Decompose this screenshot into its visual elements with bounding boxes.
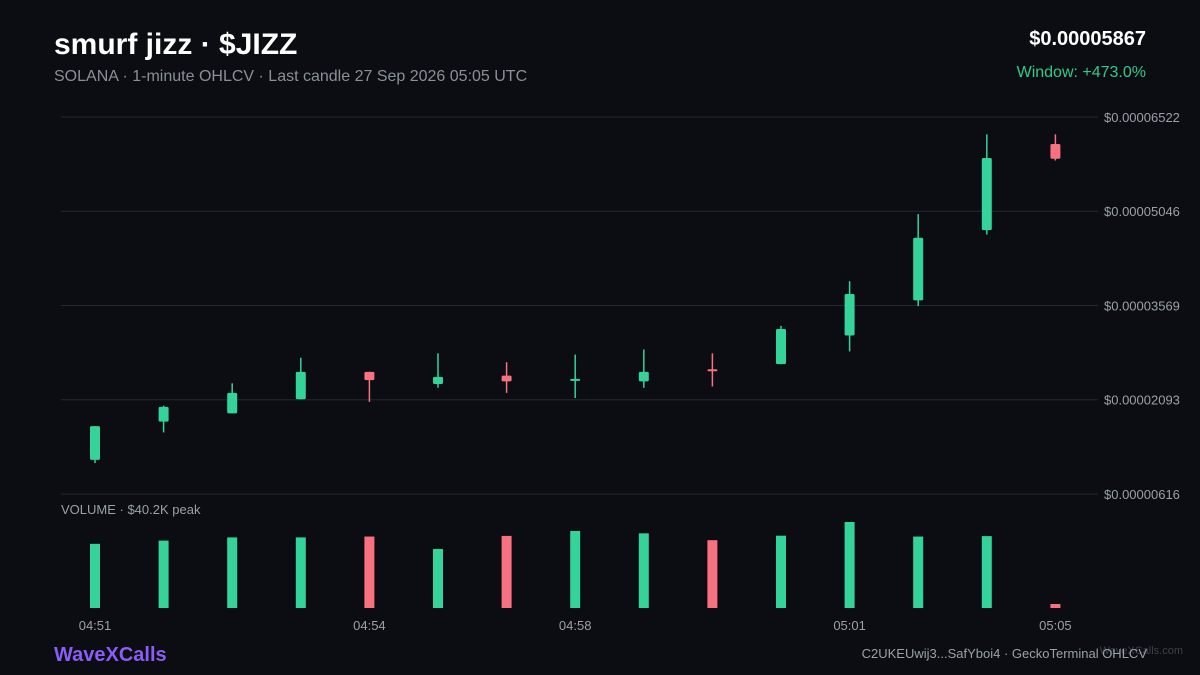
watermark: WaveXCalls.com xyxy=(1099,645,1183,657)
volume-bar xyxy=(1050,604,1061,608)
candle-body xyxy=(981,157,992,231)
x-tick-label: 04:58 xyxy=(559,618,592,633)
volume-bar xyxy=(981,536,992,608)
volume-bar xyxy=(295,537,306,608)
x-tick-label: 05:01 xyxy=(833,618,866,633)
volume-bar xyxy=(364,536,375,608)
volume-bar xyxy=(570,530,581,608)
volume-bar xyxy=(844,522,855,608)
candle-body xyxy=(227,392,238,414)
x-tick-label: 04:54 xyxy=(353,618,386,633)
candle-body xyxy=(844,293,855,336)
candle-body xyxy=(433,376,443,384)
data-source: C2UKEUwij3...SafYboi4 · GeckoTerminal OH… xyxy=(861,646,1147,661)
candle-body xyxy=(501,375,512,382)
volume-bar xyxy=(707,540,718,608)
volume-bar xyxy=(227,537,238,608)
window-change: Window: +473.0% xyxy=(1016,64,1146,81)
y-tick-label: $0.00003569 xyxy=(1104,299,1180,314)
candle-body xyxy=(295,371,306,400)
volume-bars xyxy=(90,522,1061,608)
volume-bar xyxy=(913,536,924,608)
candle-body xyxy=(1050,143,1061,159)
volume-bar xyxy=(501,535,512,608)
y-tick-label: $0.00005046 xyxy=(1104,204,1180,219)
candle-body xyxy=(570,378,581,381)
candle-body xyxy=(913,237,924,301)
current-price: $0.00005867 xyxy=(1029,28,1146,50)
grid xyxy=(61,116,1098,495)
candle-body xyxy=(364,371,375,381)
y-tick-label: $0.00006522 xyxy=(1104,110,1180,125)
y-axis: $0.00006522 $0.00005046 $0.00003569 $0.0000… xyxy=(1104,110,1180,502)
candle-body xyxy=(90,426,100,460)
candle-body xyxy=(158,406,169,422)
chart-title: smurf jizz · $JIZZ xyxy=(54,28,298,61)
y-tick-label: $0.00000616 xyxy=(1104,487,1180,502)
candle-body xyxy=(638,371,649,382)
candle-body xyxy=(776,329,786,365)
x-tick-label: 04:51 xyxy=(79,618,112,633)
volume-bar xyxy=(638,533,649,608)
volume-bar xyxy=(90,543,100,608)
volume-label: VOLUME · $40.2K peak xyxy=(61,502,201,517)
volume-bar xyxy=(776,535,786,608)
brand-logo: WaveXCalls xyxy=(54,644,167,666)
chart-subtitle: SOLANA · 1-minute OHLCV · Last candle 27… xyxy=(54,68,528,85)
x-tick-label: 05:05 xyxy=(1039,618,1072,633)
x-axis: 04:51 04:54 04:58 05:01 05:05 xyxy=(79,618,1072,633)
candles xyxy=(90,134,1061,464)
candle-body xyxy=(707,369,718,372)
volume-bar xyxy=(433,548,443,608)
volume-bar xyxy=(158,540,169,608)
y-tick-label: $0.00002093 xyxy=(1104,393,1180,408)
